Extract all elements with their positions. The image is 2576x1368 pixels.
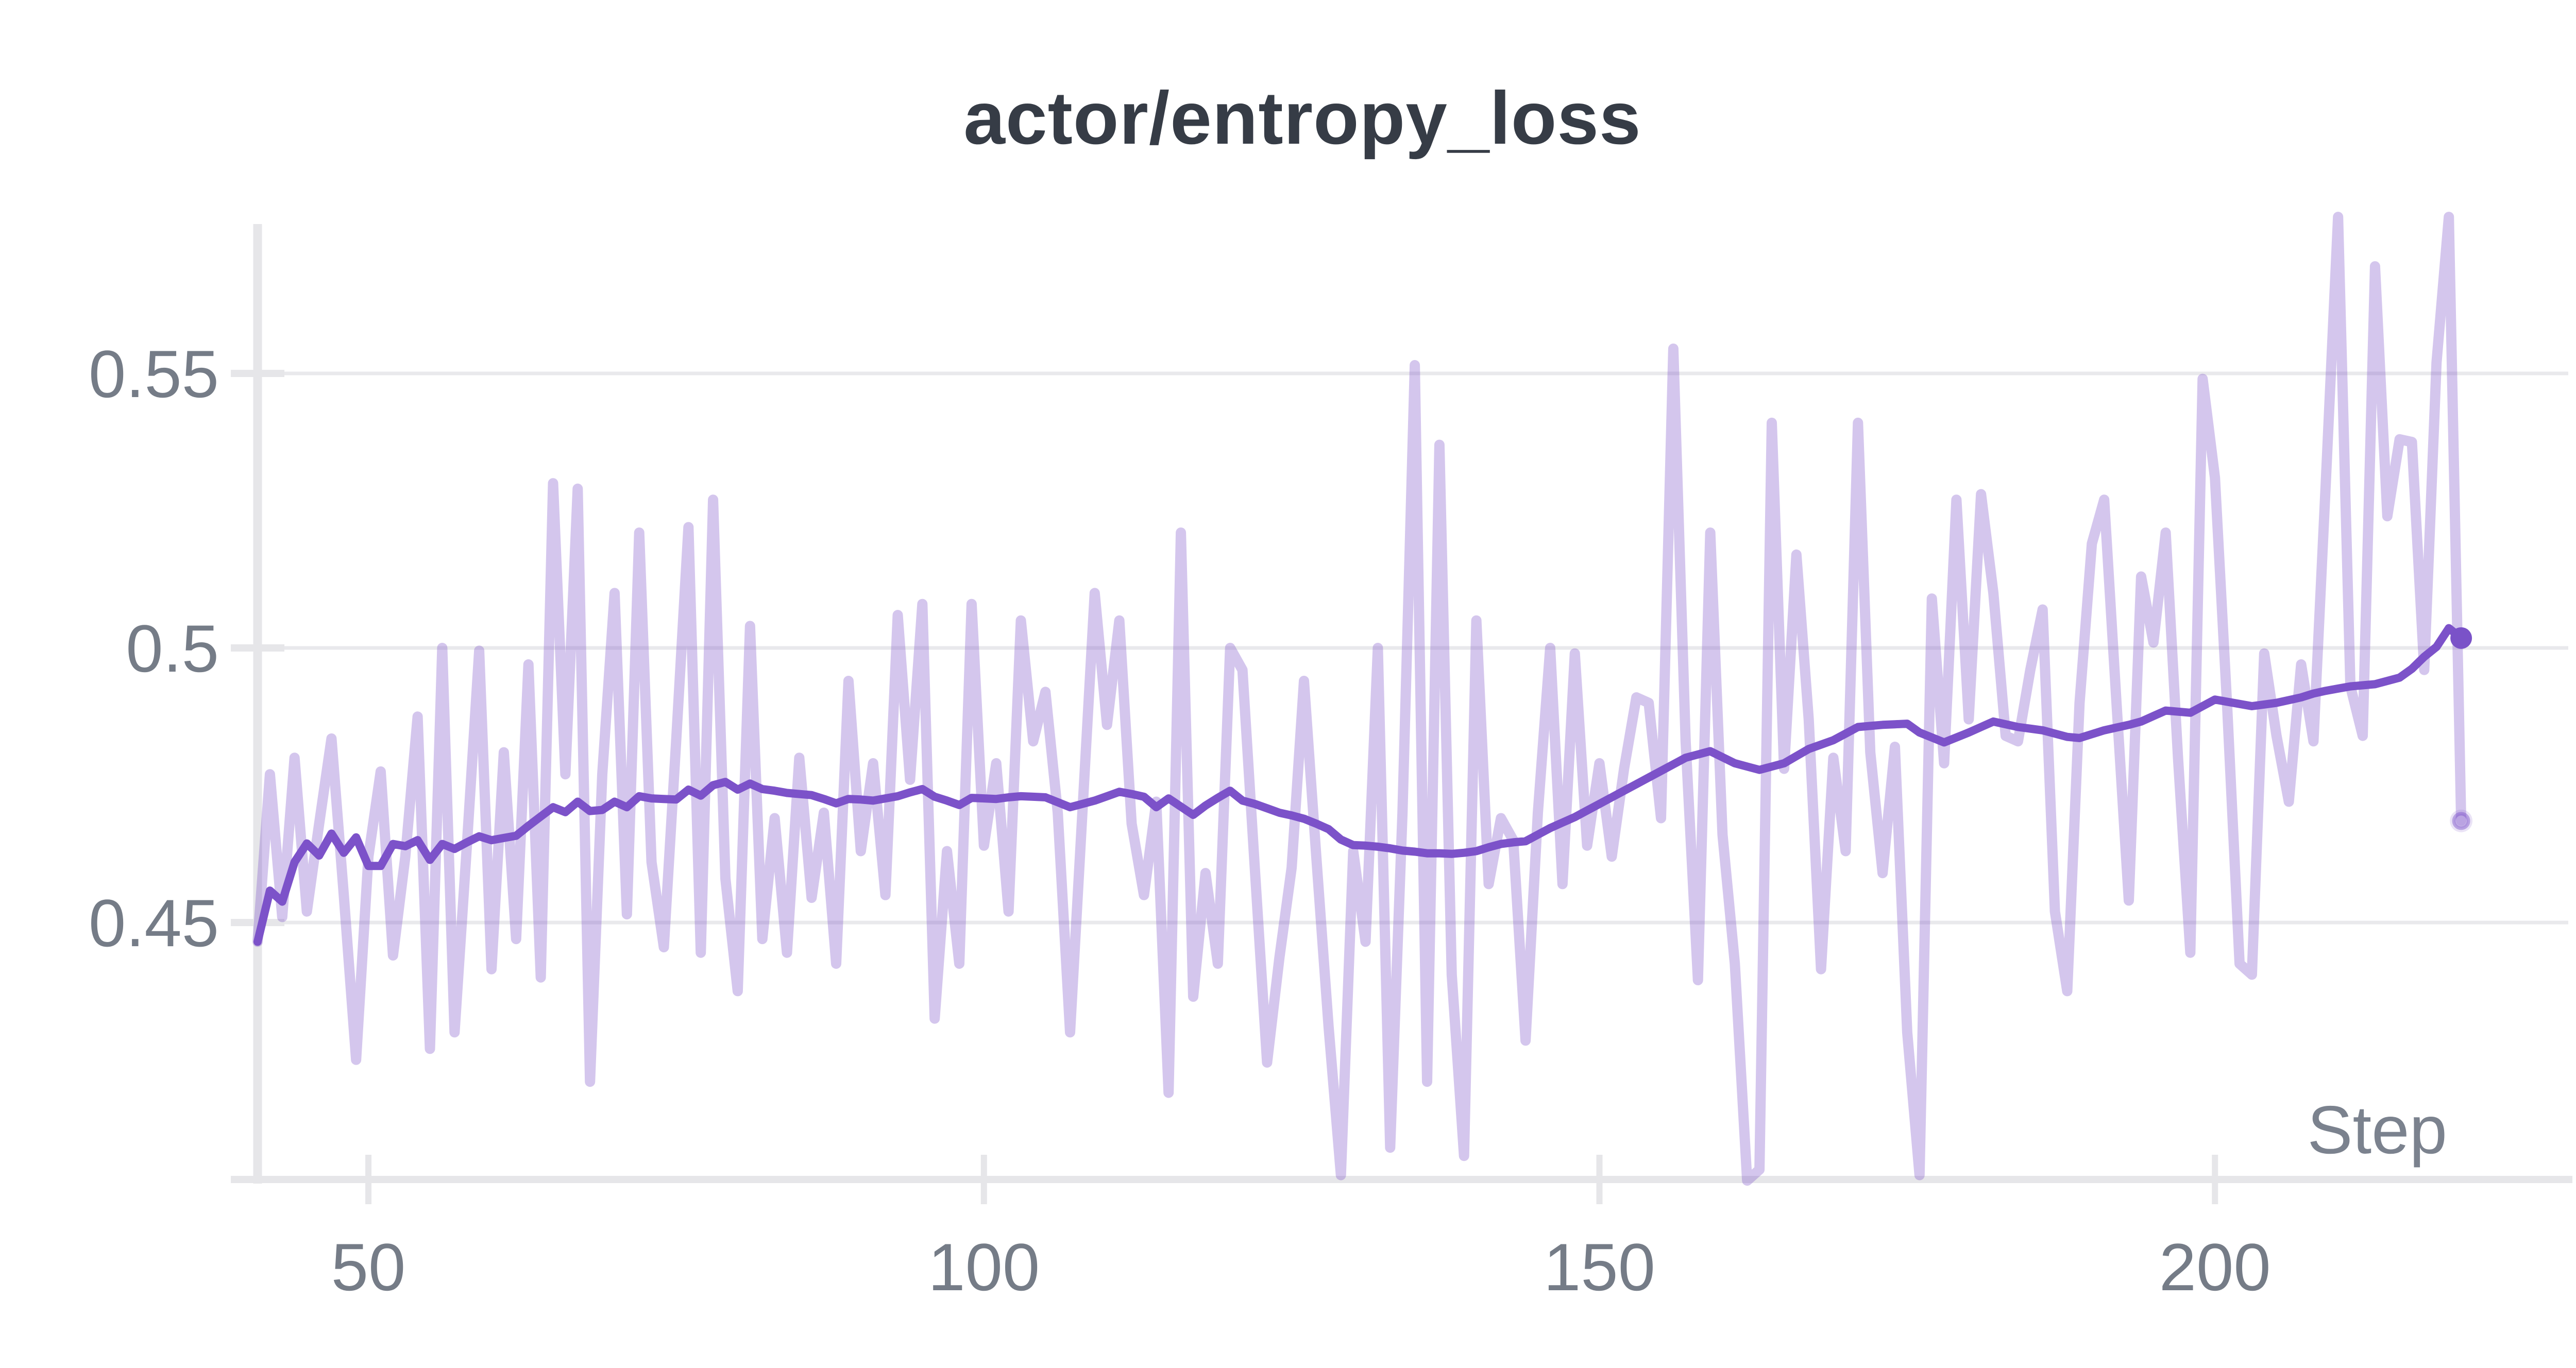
- x-tick-label: 200: [2159, 1229, 2271, 1305]
- gridlines-layer: [258, 371, 2568, 925]
- x-axis-title: Step: [2307, 1092, 2447, 1168]
- chart-title: actor/entropy_loss: [963, 76, 1641, 160]
- markers-layer[interactable]: [2450, 627, 2473, 832]
- y-tick-label: 0.55: [89, 336, 219, 412]
- x-tick-label: 50: [331, 1229, 406, 1305]
- axes-layer: [231, 224, 2572, 1204]
- tick-labels-layer: 0.55 0.5 0.45 50 100 150 200: [89, 336, 2271, 1305]
- x-tick-label: 150: [1544, 1229, 1655, 1305]
- smoothed-final-dot[interactable]: [2450, 627, 2472, 649]
- raw-series-line[interactable]: [252, 212, 2467, 1186]
- raw-final-dot[interactable]: [2452, 812, 2470, 830]
- series-layer[interactable]: [252, 212, 2467, 1186]
- smoothed-series-line[interactable]: [253, 624, 2466, 946]
- raw-final-dot-halo: [2450, 809, 2473, 832]
- y-tick-label: 0.5: [126, 611, 219, 686]
- x-tick-label: 100: [928, 1229, 1040, 1305]
- y-tick-label: 0.45: [89, 885, 219, 961]
